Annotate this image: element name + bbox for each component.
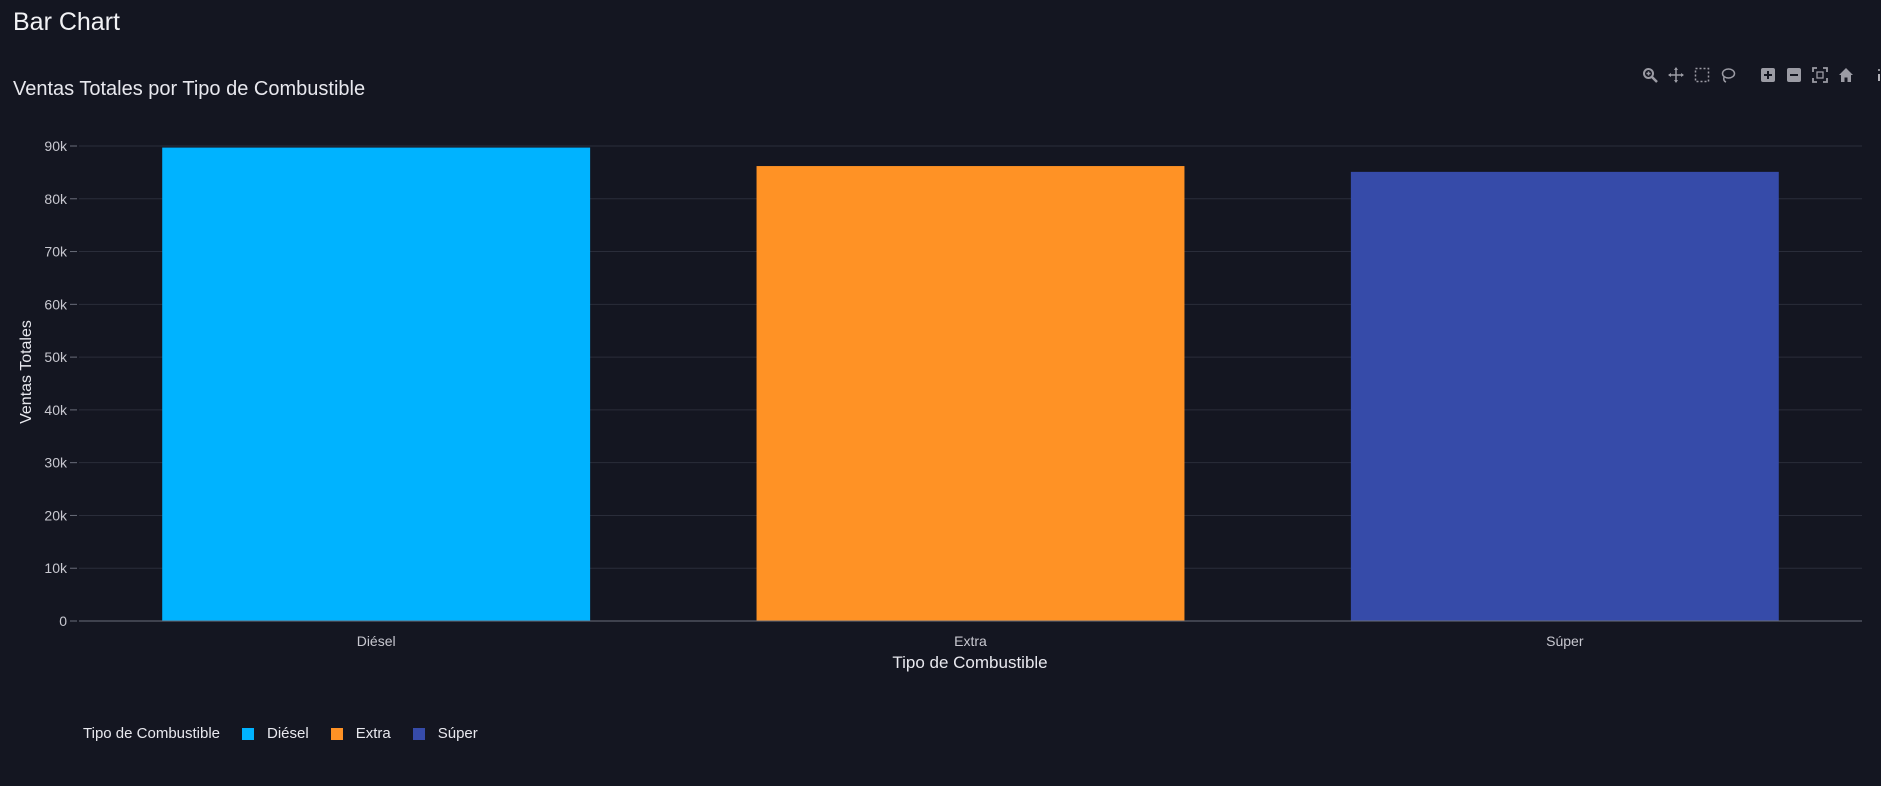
- bar-2[interactable]: [1350, 171, 1779, 621]
- y-tick-label: 40k: [44, 402, 68, 418]
- bar-1[interactable]: [756, 166, 1185, 622]
- legend-item-super[interactable]: Súper: [412, 725, 478, 742]
- page-title: Bar Chart: [13, 8, 120, 36]
- y-tick-label: 90k: [44, 138, 68, 154]
- x-tick-label: Súper: [1546, 633, 1584, 649]
- y-tick-label: 50k: [44, 349, 68, 365]
- legend-item-extra[interactable]: Extra: [330, 725, 391, 742]
- y-axis-label: Ventas Totales: [18, 320, 35, 424]
- legend-swatch: [242, 727, 255, 740]
- autoscale-icon[interactable]: [1810, 65, 1830, 85]
- y-tick-label: 70k: [44, 244, 68, 260]
- chart-modebar: [1640, 65, 1881, 85]
- zoom-out-icon[interactable]: [1784, 65, 1804, 85]
- legend: Tipo de Combustible Diésel Extra Súper: [83, 725, 500, 742]
- y-tick-label: 30k: [44, 455, 68, 471]
- bar-chart: 0 10k 20k 30k 40k 50k 60k 70k 80k 90k Diésel Extra S…: [18, 138, 1862, 672]
- legend-label: Diésel: [267, 725, 309, 742]
- legend-swatch: [412, 727, 425, 740]
- bars: [162, 147, 1779, 622]
- legend-swatch: [330, 727, 343, 740]
- pan-icon[interactable]: [1666, 65, 1686, 85]
- x-tick-label: Diésel: [357, 633, 396, 649]
- y-tick-label: 60k: [44, 296, 68, 312]
- legend-label: Extra: [355, 725, 391, 742]
- legend-title: Tipo de Combustible: [83, 725, 221, 742]
- axes: 0 10k 20k 30k 40k 50k 60k 70k 80k 90k Diésel Extra S…: [44, 138, 1862, 649]
- lasso-select-icon[interactable]: [1718, 65, 1738, 85]
- chart-title: Ventas Totales por Tipo de Combustible: [13, 78, 366, 100]
- x-tick-label: Extra: [954, 633, 987, 649]
- y-tick-label: 0: [59, 613, 67, 629]
- zoom-in-icon[interactable]: [1758, 65, 1778, 85]
- legend-item-diesel[interactable]: Diésel: [242, 725, 309, 742]
- y-tick-label: 80k: [44, 191, 68, 207]
- zoom-icon[interactable]: [1640, 65, 1660, 85]
- bar-0[interactable]: [162, 147, 591, 622]
- reset-axes-icon[interactable]: [1836, 65, 1856, 85]
- x-axis-label: Tipo de Combustible: [892, 653, 1047, 672]
- legend-label: Súper: [437, 725, 478, 742]
- box-select-icon[interactable]: [1692, 65, 1712, 85]
- plotly-logo-icon[interactable]: [1874, 65, 1881, 85]
- y-tick-label: 20k: [44, 507, 68, 523]
- y-tick-label: 10k: [44, 560, 68, 576]
